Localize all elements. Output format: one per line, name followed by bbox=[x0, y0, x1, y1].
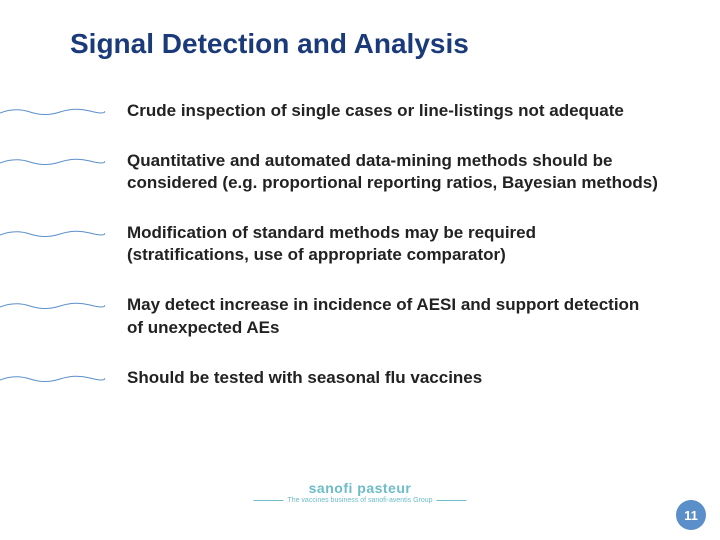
wave-bullet-icon bbox=[0, 228, 105, 238]
bullet-item: Modification of standard methods may be … bbox=[0, 222, 720, 266]
page-number-badge: 11 bbox=[676, 500, 706, 530]
wave-bullet-icon bbox=[0, 106, 105, 116]
bullet-text: Crude inspection of single cases or line… bbox=[105, 100, 720, 122]
bullet-text: Should be tested with seasonal flu vacci… bbox=[105, 367, 720, 389]
bullet-text: Modification of standard methods may be … bbox=[105, 222, 720, 266]
wave-bullet-icon bbox=[0, 156, 105, 166]
bullet-item: Quantitative and automated data-mining m… bbox=[0, 150, 720, 194]
bullet-item: Should be tested with seasonal flu vacci… bbox=[0, 367, 720, 389]
slide-title: Signal Detection and Analysis bbox=[70, 28, 469, 60]
logo-main-text: sanofi pasteur bbox=[249, 480, 470, 496]
footer-logo: sanofi pasteur The vaccines business of … bbox=[249, 480, 470, 504]
bullet-text: Quantitative and automated data-mining m… bbox=[105, 150, 720, 194]
wave-bullet-icon bbox=[0, 300, 105, 310]
logo-sub-text: The vaccines business of sanofi-aventis … bbox=[249, 497, 470, 504]
wave-bullet-icon bbox=[0, 373, 105, 383]
bullet-list: Crude inspection of single cases or line… bbox=[0, 100, 720, 417]
bullet-text: May detect increase in incidence of AESI… bbox=[105, 294, 720, 338]
page-number: 11 bbox=[684, 508, 698, 523]
bullet-item: May detect increase in incidence of AESI… bbox=[0, 294, 720, 338]
bullet-item: Crude inspection of single cases or line… bbox=[0, 100, 720, 122]
